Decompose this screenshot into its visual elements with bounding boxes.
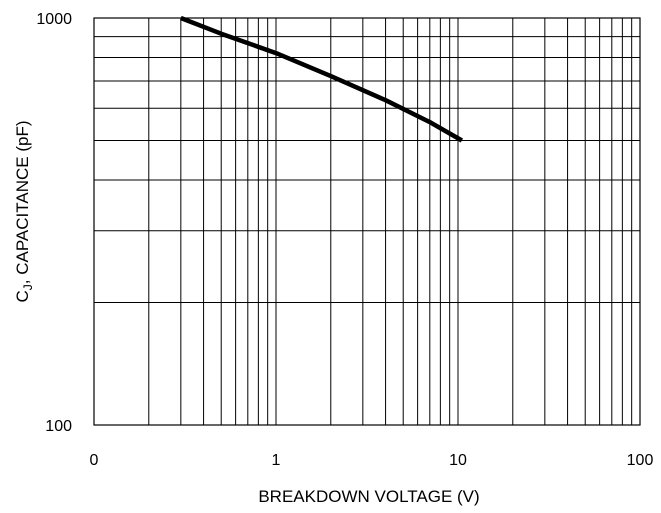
y-tick-label: 100 [45,418,72,435]
y-tick-label: 1000 [36,11,72,28]
y-axis-title-subscript: J [21,284,35,290]
x-tick-labels: 0 1 10 100 [90,452,654,469]
y-tick-labels: 100 1000 [36,11,72,435]
x-tick-label: 1 [272,452,281,469]
x-tick-label: 100 [627,452,654,469]
plot-frame [93,17,641,426]
grid [94,18,640,425]
series-line [179,15,464,143]
y-axis-title-prefix: C [13,290,32,302]
series-group [179,15,464,143]
x-tick-label: 10 [449,452,467,469]
x-axis-title: BREAKDOWN VOLTAGE (V) [258,487,479,506]
y-axis-title-suffix: , CAPACITANCE (pF) [13,121,32,285]
y-axis-title: CJ, CAPACITANCE (pF) [13,121,35,303]
x-tick-label: 0 [90,452,99,469]
